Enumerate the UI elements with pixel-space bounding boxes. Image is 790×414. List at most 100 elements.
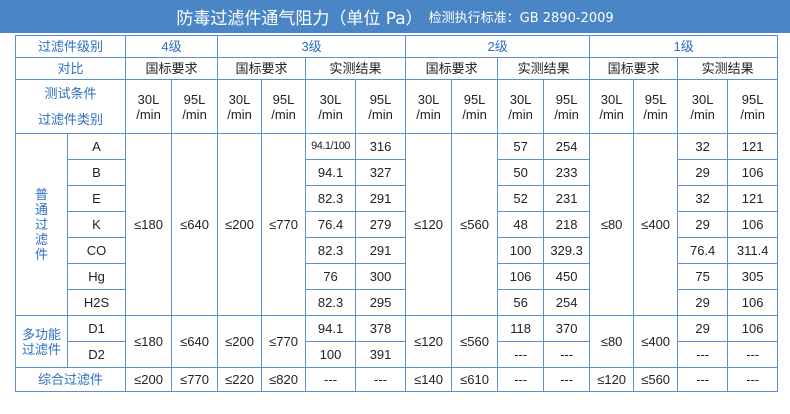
measured-value: --- [727,341,779,368]
grade-3: 3级 [217,35,407,58]
measured-value: 100 [305,341,357,368]
measured-value: 57 [497,133,545,160]
std-value: ≤560 [451,133,499,316]
type-label: 过滤件类别 [38,112,104,127]
measured-value: 94.1 [305,315,357,342]
std-value: ≤770 [261,133,307,316]
measured-value: 106 [727,211,779,238]
flow-30: 30L /min [125,79,173,134]
measured-value: 300 [355,263,407,290]
std-value: ≤180 [125,133,173,316]
standard-note: 检测执行标准：GB 2890-2009 [428,11,614,26]
table-row: 多功能 过滤件 D1 ≤180 ≤640 ≤200 ≤770 94.1 378 … [15,315,779,368]
flow-30: 30L /min [305,79,357,134]
flow-95: 95L /min [261,79,307,134]
national-std-label: 国标要求 [589,57,679,80]
filter-type: K [66,211,127,238]
measured-value: 279 [355,211,407,238]
measured-value: 56 [497,289,545,316]
measured-value: 52 [497,185,545,212]
measured-value: --- [305,367,357,392]
std-value: ≤640 [171,315,219,368]
group-multi: 多功能 过滤件 [15,315,68,368]
std-value: ≤640 [171,133,219,316]
measured-value: --- [497,367,545,392]
measured-value: 82.3 [305,185,357,212]
contrast-label: 对比 [14,57,127,80]
measured-value: 106 [497,263,545,290]
measured-value: 82.3 [305,237,357,264]
condition-row: 测试条件 过滤件类别 30L /min 95L /min 30L /min 95… [14,79,779,134]
measured-value: 76 [305,263,357,290]
grade-1: 1级 [589,35,779,58]
measured-label: 实测结果 [497,57,591,80]
measured-value: 106 [727,289,779,316]
measured-value: 32 [677,185,729,212]
std-value: ≤80 [589,133,635,316]
measured-value: --- [677,367,729,392]
measured-value: 370 [543,315,591,342]
group-general: 普 通 过 滤 件 [15,133,68,316]
measured-label: 实测结果 [677,57,779,80]
std-value: ≤120 [405,133,453,316]
std-value: ≤200 [125,367,173,392]
measured-value: 48 [497,211,545,238]
std-value: ≤120 [589,367,635,392]
measured-value: --- [677,341,729,368]
measured-value: 29 [677,211,729,238]
measured-value: 254 [543,289,591,316]
flow-30: 30L /min [497,79,545,134]
measured-value: 327 [355,159,407,186]
std-value: ≤610 [451,367,499,392]
filter-type: E [66,185,127,212]
std-value: ≤200 [217,133,263,316]
std-value: ≤140 [405,367,453,392]
measured-value: 76.4 [305,211,357,238]
measured-value: 329.3 [543,237,591,264]
table-row: 综合过滤件 ≤200 ≤770 ≤220 ≤820 --- --- ≤140 ≤… [14,367,779,392]
table-row: K 76.4 279 48 218 29 106 [16,211,779,238]
measured-value: 106 [727,159,779,186]
flow-95: 95L /min [451,79,499,134]
measured-value: 100 [497,237,545,264]
flow-30: 30L /min [217,79,263,134]
measured-value: 391 [355,341,407,368]
national-std-label: 国标要求 [125,57,219,80]
measured-value: 118 [497,315,545,342]
table-row: H2S 82.3 295 56 254 29 106 [16,289,779,316]
measured-value: 94.1/100 [305,133,357,160]
measured-value: --- [497,341,545,368]
measured-value: 316 [355,133,407,160]
condition-label-cell: 测试条件 过滤件类别 [14,79,127,134]
filter-type: Hg [66,263,127,290]
measured-value: --- [355,367,407,392]
measured-value: 121 [727,133,779,160]
std-value: ≤820 [261,367,307,392]
filter-type: B [66,159,127,186]
measured-value: 218 [543,211,591,238]
measured-value: 94.1 [305,159,357,186]
title-bar: 防毒过滤件通气阻力（单位 Pa） 检测执行标准：GB 2890-2009 [0,0,790,33]
measured-value: 305 [727,263,779,290]
filter-type: H2S [66,289,127,316]
std-value: ≤220 [217,367,263,392]
flow-95: 95L /min [171,79,219,134]
std-value: ≤400 [633,315,679,368]
grade-2: 2级 [405,35,591,58]
measured-value: 50 [497,159,545,186]
measured-value: 231 [543,185,591,212]
measured-value: 82.3 [305,289,357,316]
flow-95: 95L /min [727,79,779,134]
filter-type: D1 [66,315,127,342]
national-std-label: 国标要求 [405,57,499,80]
measured-value: 76.4 [677,237,729,264]
std-value: ≤200 [217,315,263,368]
flow-95: 95L /min [543,79,591,134]
table-row: 普 通 过 滤 件 A ≤180 ≤640 ≤200 ≤770 94.1/100… [15,133,779,316]
filter-type: D2 [66,341,127,368]
std-value: ≤80 [589,315,635,368]
measured-value: 106 [727,315,779,342]
flow-30: 30L /min [677,79,729,134]
contrast-row: 对比 国标要求 国标要求 实测结果 国标要求 实测结果 国标要求 实测结果 [14,57,779,80]
flow-30: 30L /min [589,79,635,134]
